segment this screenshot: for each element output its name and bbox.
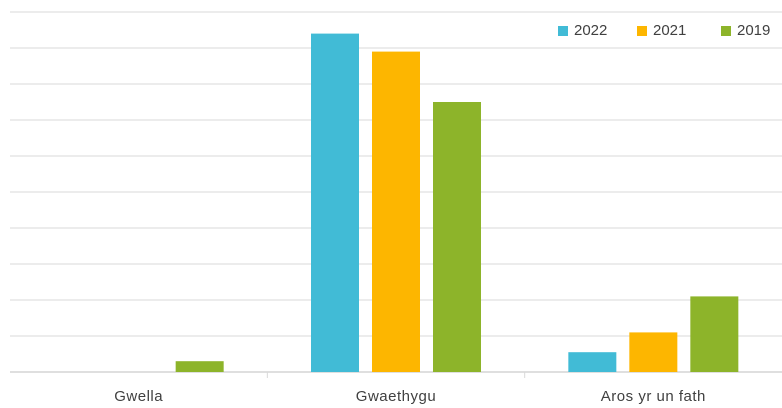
legend-swatch — [637, 25, 647, 36]
bar-2022-1 — [311, 33, 359, 372]
legend-swatch — [721, 25, 731, 36]
bars — [175, 33, 739, 372]
legend-swatch — [558, 25, 568, 36]
legend-label: 2021 — [653, 22, 687, 39]
category-label: Aros yr un fath — [600, 388, 706, 405]
legend-item-2019: 2019 — [721, 22, 770, 39]
legend-item-2022: 2022 — [558, 22, 607, 39]
legend-label: 2019 — [737, 22, 771, 39]
x-axis — [266, 372, 526, 378]
bar-2021-2 — [629, 332, 678, 372]
legend-item-2021: 2021 — [637, 22, 686, 39]
bar-2019-0 — [175, 361, 224, 372]
bar-2019-1 — [433, 102, 481, 372]
category-label: Gwaethygu — [355, 388, 437, 405]
bar-2022-2 — [568, 352, 617, 372]
legend-label: 2022 — [574, 22, 608, 39]
bar-2019-2 — [690, 296, 739, 372]
category-label: Gwella — [114, 388, 164, 405]
bar-2021-1 — [372, 51, 420, 372]
